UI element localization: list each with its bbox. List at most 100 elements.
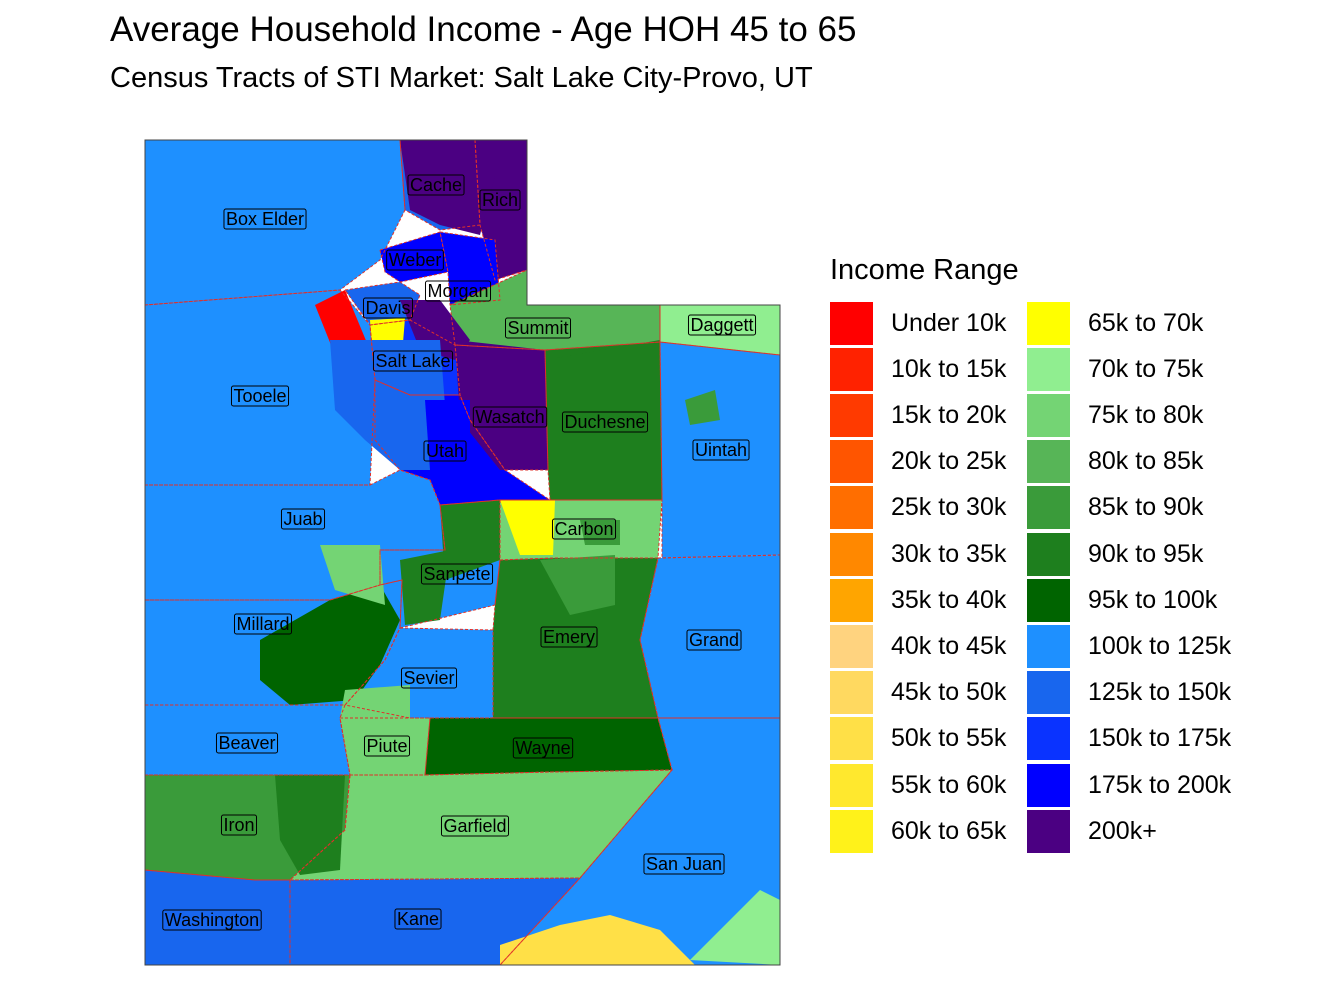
- county-label-box: [394, 908, 442, 930]
- county-label-washington: Washington: [162, 909, 262, 931]
- utah-choropleth-map: Box Elder Cache Rich Weber Morgan Davis Summit…: [144, 139, 781, 966]
- county-label-millard: Millard: [233, 613, 293, 635]
- county-label-box: [162, 909, 262, 931]
- county-label-text: Washington: [165, 910, 259, 930]
- county-label-text: Rich: [482, 190, 518, 210]
- legend-item: 65k to 70k: [1027, 300, 1203, 346]
- county-label-box: [220, 814, 258, 836]
- county-border-morgan: [439, 231, 501, 306]
- county-label-daggett: Daggett: [687, 314, 757, 336]
- legend-swatch: [830, 440, 873, 484]
- county-label-box: [362, 297, 414, 319]
- county-label-box: [233, 613, 293, 635]
- county-label-box: [280, 508, 326, 530]
- legend-label: 55k to 60k: [891, 770, 1007, 799]
- county-label-box: [540, 626, 598, 648]
- legend-item: 45k to 50k: [830, 670, 1006, 716]
- legend-label: 10k to 15k: [891, 354, 1007, 383]
- county-label-text: Beaver: [218, 733, 275, 753]
- county-border-grand: [639, 554, 781, 719]
- legend-label: 85k to 90k: [1088, 493, 1204, 522]
- legend-swatch: [1027, 486, 1070, 530]
- county-label-salt-lake: Salt Lake: [372, 350, 454, 372]
- legend-label: 60k to 65k: [891, 816, 1007, 845]
- county-label-text: Duchesne: [564, 412, 645, 432]
- legend-swatch: [830, 809, 873, 853]
- county-label-text: Sevier: [403, 668, 454, 688]
- tract-details: [145, 140, 780, 965]
- county-label-text: Davis: [365, 298, 410, 318]
- legend-item: 50k to 55k: [830, 716, 1006, 762]
- county-label-duchesne: Duchesne: [561, 411, 649, 433]
- tract-patch: [340, 685, 410, 718]
- county-label-box: [423, 440, 467, 462]
- legend-swatch: [830, 486, 873, 530]
- legend-item: 95k to 100k: [1027, 577, 1217, 623]
- tract-patch: [330, 340, 450, 470]
- county-label-uintah: Uintah: [692, 439, 750, 461]
- county-label-cache: Cache: [407, 174, 465, 196]
- tract-patch: [685, 390, 720, 425]
- county-label-grand: Grand: [686, 629, 742, 651]
- tract-patch: [690, 890, 780, 965]
- legend-label: 175k to 200k: [1088, 770, 1232, 799]
- legend-item: 125k to 150k: [1027, 670, 1231, 716]
- county-border-sevier: [344, 627, 494, 719]
- legend-label: 15k to 20k: [891, 400, 1007, 429]
- county-daggett: [660, 305, 780, 355]
- county-label-carbon: Carbon: [551, 518, 617, 540]
- county-label-piute: Piute: [363, 735, 411, 757]
- legend-swatch: [1027, 301, 1070, 345]
- county-label-weber: Weber: [386, 249, 444, 271]
- legend-item: 10k to 15k: [830, 346, 1006, 392]
- county-label-box: [687, 314, 757, 336]
- legend-item: 85k to 90k: [1027, 485, 1203, 531]
- county-label-text: Millard: [236, 614, 289, 634]
- legend-item: 80k to 85k: [1027, 439, 1203, 485]
- legend-swatch: [1027, 671, 1070, 715]
- county-label-text: Summit: [507, 318, 568, 338]
- county-label-iron: Iron: [220, 814, 258, 836]
- county-label-box: [230, 385, 290, 407]
- legend-item: 40k to 45k: [830, 623, 1006, 669]
- legend-swatch: [830, 393, 873, 437]
- county-border-rich: [474, 139, 528, 281]
- legend-item: 30k to 35k: [830, 531, 1006, 577]
- tract-patch: [275, 775, 345, 875]
- legend-label: 35k to 40k: [891, 585, 1007, 614]
- map-title: Average Household Income - Age HOH 45 to…: [110, 10, 857, 49]
- county-piute: [340, 718, 430, 775]
- county-garfield: [290, 770, 672, 880]
- county-label-garfield: Garfield: [440, 815, 510, 837]
- county-label-tooele: Tooele: [230, 385, 290, 407]
- county-label-box: [223, 208, 307, 230]
- legend-label: 30k to 35k: [891, 539, 1007, 568]
- legend-label: 40k to 45k: [891, 631, 1007, 660]
- legend-item: 75k to 80k: [1027, 392, 1203, 438]
- legend-swatch: [1027, 440, 1070, 484]
- county-label-box: [215, 732, 279, 754]
- legend-item: 70k to 75k: [1027, 346, 1203, 392]
- tract-patch: [425, 400, 470, 470]
- legend-item: 25k to 30k: [830, 485, 1006, 531]
- legend-label: Under 10k: [891, 308, 1007, 337]
- legend-swatch: [830, 578, 873, 622]
- county-wayne: [425, 718, 672, 775]
- legend-label: 25k to 30k: [891, 493, 1007, 522]
- county-summit: [450, 270, 660, 350]
- legend-label: 90k to 95k: [1088, 539, 1204, 568]
- county-label-text: Morgan: [427, 281, 488, 301]
- county-label-box: [551, 518, 617, 540]
- county-border-weber: [379, 231, 449, 283]
- county-label-box: [424, 280, 492, 302]
- tract-patch: [500, 500, 555, 555]
- county-label-emery: Emery: [540, 626, 598, 648]
- county-label-summit: Summit: [504, 317, 572, 339]
- county-label-box: [420, 563, 494, 585]
- county-tooele: [145, 290, 375, 485]
- county-label-text: Weber: [389, 250, 442, 270]
- legend-item: 55k to 60k: [830, 762, 1006, 808]
- legend-label: 70k to 75k: [1088, 354, 1204, 383]
- county-label-text: Daggett: [690, 315, 753, 335]
- county-label-box: [472, 406, 548, 428]
